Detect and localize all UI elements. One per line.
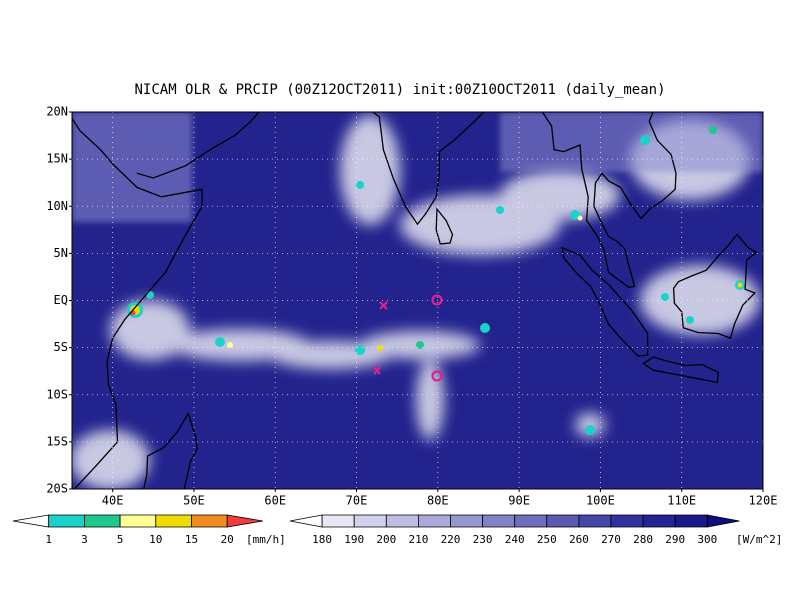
lon-label: 100E — [586, 494, 615, 508]
colorbar-swatch — [226, 514, 263, 528]
lon-label: 110E — [667, 494, 696, 508]
lat-label: 20N — [46, 105, 68, 119]
colorbar-label: 300 — [697, 533, 717, 546]
colorbar-label: 290 — [665, 533, 685, 546]
colorbar-label: 3 — [81, 533, 88, 546]
colorbar-swatch — [119, 514, 157, 528]
lon-label: 80E — [427, 494, 449, 508]
colorbar-label: 5 — [117, 533, 124, 546]
colorbar-swatch — [48, 514, 85, 528]
colorbar-label: 200 — [376, 533, 396, 546]
colorbar-label: 20 — [221, 533, 234, 546]
colorbar-swatch — [84, 514, 121, 528]
colorbar-swatch — [578, 514, 612, 528]
lon-label: 40E — [102, 494, 124, 508]
colorbar-label: 240 — [505, 533, 525, 546]
colorbar-swatch — [642, 514, 676, 528]
colorbar-swatch — [289, 514, 323, 528]
lon-label: 60E — [264, 494, 286, 508]
lon-label: 50E — [183, 494, 205, 508]
colorbar-label: 210 — [408, 533, 428, 546]
colorbar-label: 270 — [601, 533, 621, 546]
colorbar-label: 1 — [45, 533, 52, 546]
colorbar-swatch — [514, 514, 548, 528]
map — [72, 112, 763, 489]
lat-label: 5N — [54, 246, 68, 260]
lon-label: 120E — [749, 494, 778, 508]
lat-label: 5S — [54, 340, 68, 354]
colorbar-label: 230 — [473, 533, 493, 546]
colorbar-swatch — [353, 514, 387, 528]
lat-label: 10N — [46, 199, 68, 213]
lon-label: 70E — [346, 494, 368, 508]
colorbar-label: 280 — [633, 533, 653, 546]
colorbar-swatch — [155, 514, 192, 528]
colorbar-swatch — [385, 514, 419, 528]
colorbar-swatch — [450, 514, 483, 528]
markers — [373, 294, 443, 382]
colorbar-swatch — [706, 514, 740, 528]
colorbar-swatch — [12, 514, 50, 528]
colorbar-swatch — [546, 514, 580, 528]
colorbar-swatch — [674, 514, 708, 528]
colorbar-swatch — [610, 514, 644, 528]
coastlines — [72, 112, 758, 489]
colorbar-label: 15 — [185, 533, 198, 546]
colorbar-swatch — [418, 514, 451, 528]
lat-label: 15N — [46, 152, 68, 166]
title: NICAM OLR & PRCIP (00Z12OCT2011) init:00… — [134, 82, 665, 98]
colorbar-swatch — [321, 514, 355, 528]
lat-label: 15S — [46, 434, 68, 448]
colorbar-unit: [W/m^2] — [736, 533, 782, 546]
colorbar-label: 260 — [569, 533, 589, 546]
colorbar-swatch — [191, 514, 228, 528]
colorbar-swatch — [482, 514, 516, 528]
colorbar-label: 180 — [312, 533, 332, 546]
colorbar-label: 250 — [537, 533, 557, 546]
colorbar-label: 10 — [149, 533, 162, 546]
lat-label: 20S — [46, 482, 68, 496]
lat-label: 10S — [46, 387, 68, 401]
colorbar-unit: [mm/h] — [246, 533, 286, 546]
lat-label: EQ — [54, 293, 68, 307]
colorbar-label: 220 — [441, 533, 461, 546]
lon-label: 90E — [508, 494, 530, 508]
colorbar-label: 190 — [344, 533, 364, 546]
